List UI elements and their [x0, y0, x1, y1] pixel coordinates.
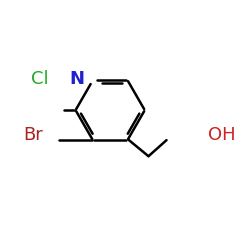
Text: Br: Br	[24, 126, 44, 144]
Text: OH: OH	[208, 126, 236, 144]
Text: Cl: Cl	[31, 70, 48, 88]
Text: N: N	[69, 70, 84, 88]
